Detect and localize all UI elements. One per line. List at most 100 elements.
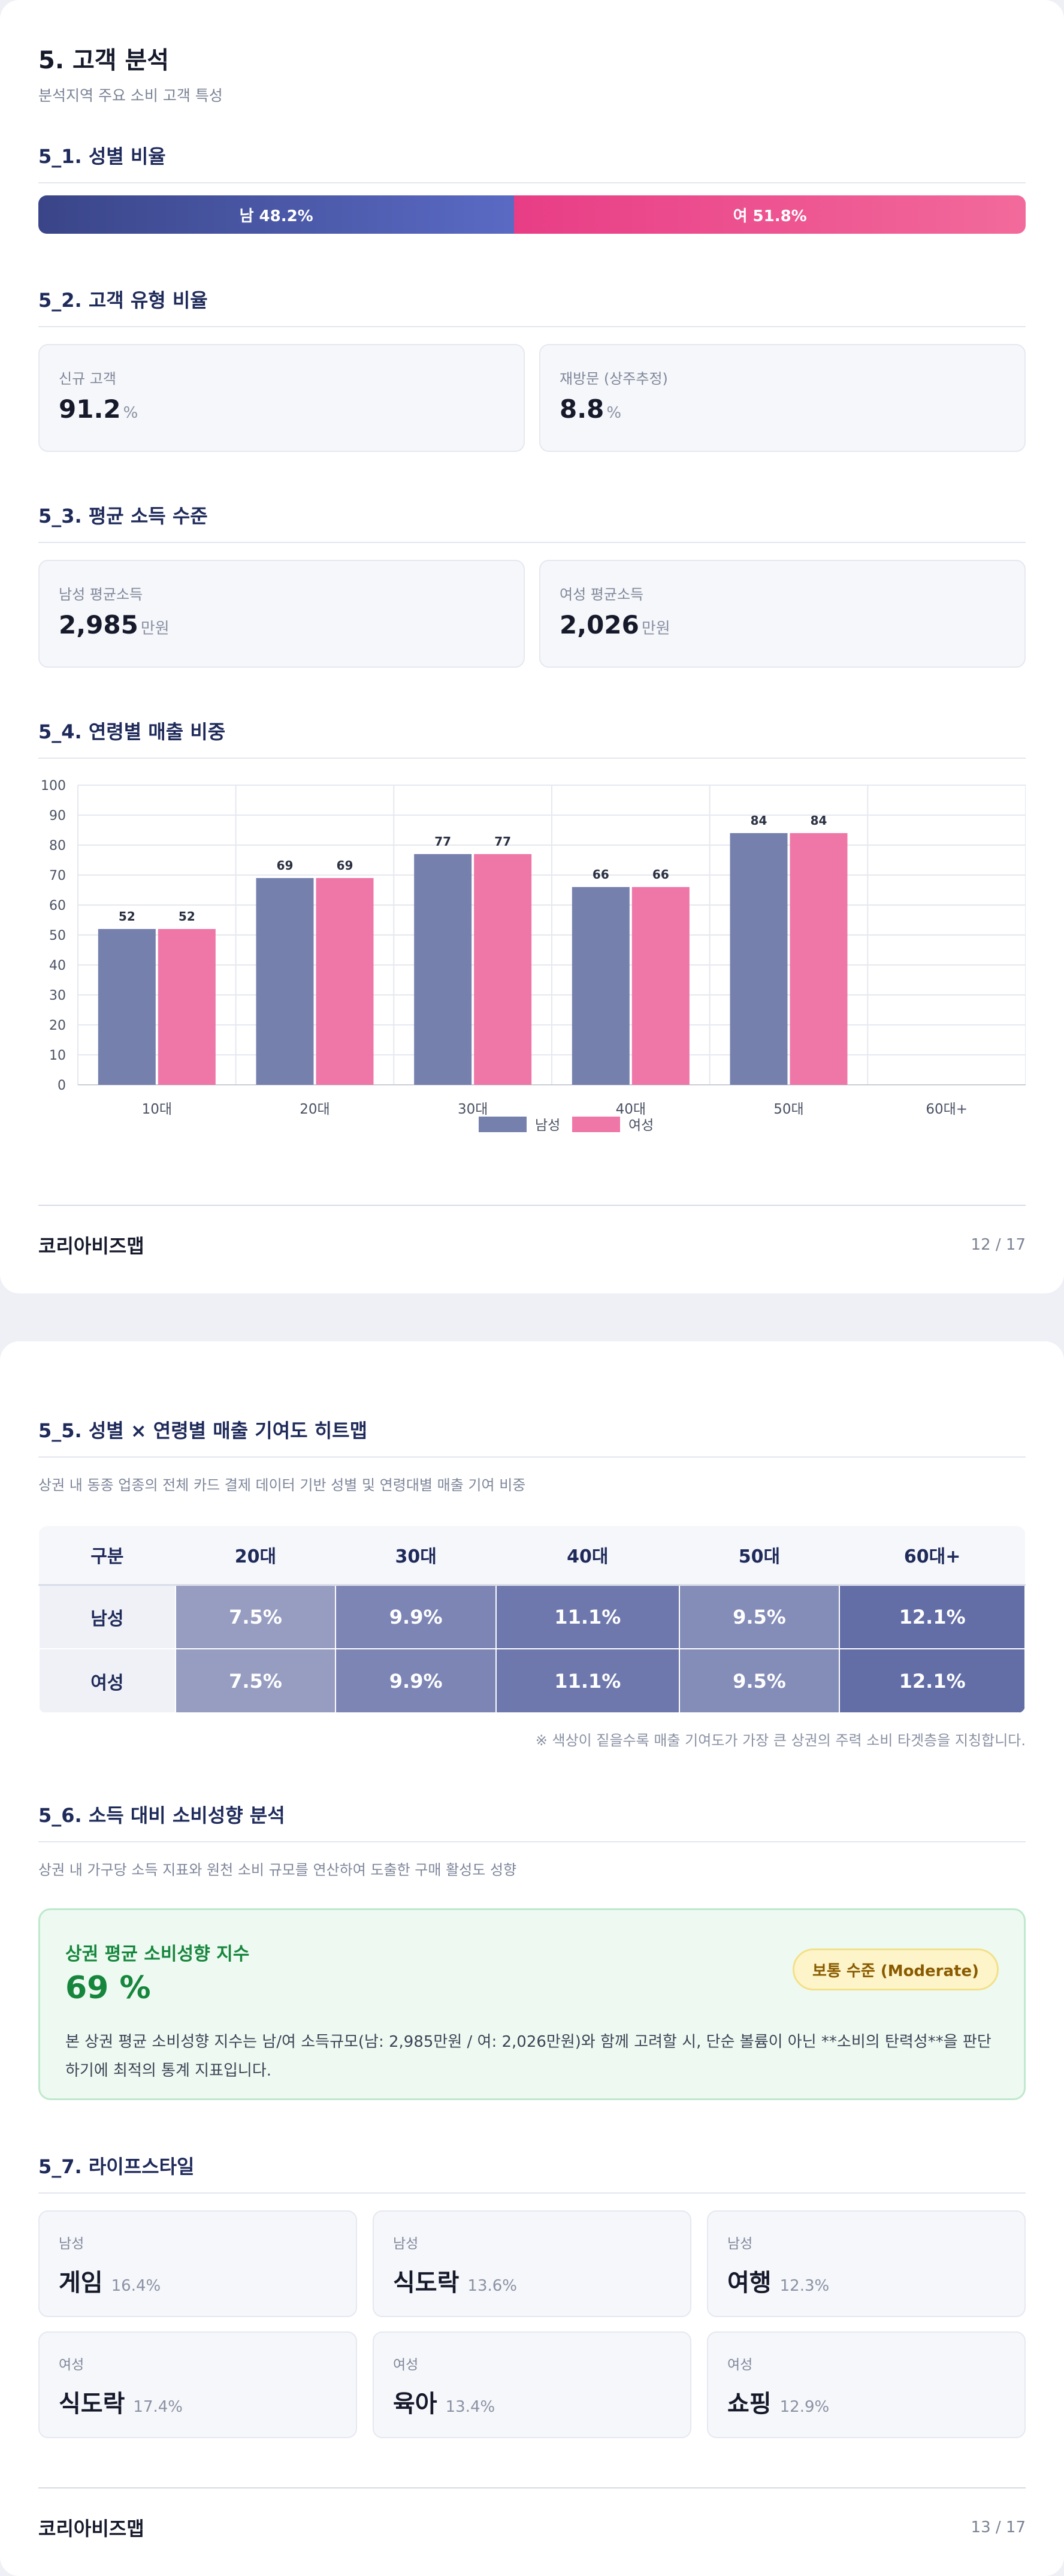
- lifestyle-gender: 남성: [59, 2236, 84, 2252]
- bar-male: [572, 887, 630, 1085]
- lifestyle-gender: 남성: [393, 2236, 419, 2252]
- lifestyle-gender: 여성: [727, 2357, 753, 2373]
- lifestyle-gender: 여성: [59, 2357, 84, 2373]
- section-heading-customer-type: 5_2. 고객 유형 비율: [38, 285, 1026, 327]
- section-heading-age-sales: 5_4. 연령별 매출 비중: [38, 717, 1026, 759]
- lifestyle-percent: 12.9%: [779, 2398, 830, 2416]
- y-tick-label: 80: [49, 838, 66, 853]
- x-tick-label: 10대: [142, 1102, 172, 1117]
- lifestyle-gender: 남성: [727, 2236, 753, 2252]
- female-ratio-segment: 여 51.8%: [514, 195, 1026, 234]
- stat-value: 2,026: [560, 610, 639, 640]
- heatmap-cell: 9.5%: [678, 1584, 841, 1649]
- heatmap-cell: 12.1%: [839, 1584, 1026, 1649]
- footer-page-number: 13 / 17: [971, 2518, 1026, 2536]
- y-tick-label: 20: [49, 1018, 66, 1033]
- y-tick-label: 60: [49, 898, 66, 913]
- page-footer: 코리아비즈맵 12 / 17: [38, 1205, 1026, 1259]
- lifestyle-percent: 13.4%: [445, 2398, 495, 2416]
- stat-unit: %: [606, 404, 622, 422]
- age-sales-bar-chart: 0 10 20 30 40 50 60 70 80 90 100 10대 52 52 20대 69 69 30대 7…: [41, 779, 1026, 1133]
- lifestyle-percent: 13.6%: [467, 2277, 518, 2295]
- heatmap-col-header: 30대: [335, 1526, 496, 1586]
- propensity-index-value: 69 %: [65, 1970, 151, 2006]
- lifestyle-gender: 여성: [393, 2357, 419, 2373]
- footer-brand: 코리아비즈맵: [38, 2517, 144, 2540]
- stat-label: 재방문 (상주추정): [560, 370, 668, 387]
- page-subtitle: 분석지역 주요 소비 고객 특성: [38, 87, 223, 104]
- y-tick-label: 100: [41, 779, 66, 794]
- lifestyle-card: 여성 쇼핑 12.9%: [707, 2331, 1026, 2438]
- y-tick-label: 10: [49, 1048, 66, 1063]
- legend-swatch: [572, 1117, 620, 1132]
- heatmap-col-header: 40대: [495, 1526, 679, 1586]
- propensity-index-description: 본 상권 평균 소비성향 지수는 남/여 소득규모(남: 2,985만원 / 여…: [65, 2033, 992, 2080]
- heatmap-cell: 11.1%: [495, 1648, 680, 1714]
- heatmap-cell: 11.1%: [495, 1584, 680, 1649]
- bar-male: [730, 833, 788, 1085]
- stat-card-new-customer: 신규 고객 91.2%: [38, 344, 525, 452]
- legend-label: 여성: [628, 1118, 654, 1133]
- heatmap-row-male: 남성 7.5% 9.9% 11.1% 9.5% 12.1%: [38, 1584, 1026, 1649]
- heatmap-row-header: 남성: [38, 1584, 176, 1649]
- x-tick-label: 40대: [616, 1102, 646, 1117]
- y-tick-label: 0: [58, 1078, 66, 1093]
- heatmap-cell: 7.5%: [174, 1584, 337, 1649]
- footer-page-number: 12 / 17: [971, 1236, 1026, 1254]
- lifestyle-percent: 17.4%: [133, 2398, 183, 2416]
- stat-label: 신규 고객: [59, 370, 116, 387]
- stat-unit: 만원: [140, 620, 170, 638]
- stat-card-male-income: 남성 평균소득 2,985 만원: [38, 560, 525, 668]
- heatmap-cell: 9.5%: [678, 1648, 841, 1714]
- bar-female: [631, 887, 690, 1085]
- data-label: 66: [652, 867, 669, 882]
- male-ratio-segment: 남 48.2%: [38, 195, 515, 234]
- gender-age-heatmap: 구분 20대 30대 40대 50대 60대+ 남성 7.5% 9.9% 11.…: [38, 1526, 1026, 1714]
- stat-label: 남성 평균소득: [59, 586, 143, 603]
- section-description-propensity: 상권 내 가구당 소득 지표와 원천 소비 규모를 연산하여 도출한 구매 활성…: [38, 1862, 517, 1878]
- lifestyle-percent: 12.3%: [779, 2277, 830, 2295]
- heatmap-col-header: 20대: [175, 1526, 336, 1586]
- heatmap-col-header: 구분: [39, 1526, 176, 1586]
- lifestyle-card: 여성 식도락 17.4%: [38, 2331, 357, 2438]
- heatmap-cell: 7.5%: [174, 1648, 337, 1714]
- lifestyle-category: 게임: [59, 2269, 103, 2297]
- stat-value: 2,985: [59, 610, 138, 640]
- section-description-heatmap: 상권 내 동종 업종의 전체 카드 결제 데이터 기반 성별 및 연령대별 매출…: [38, 1477, 526, 1494]
- data-label: 77: [494, 834, 511, 849]
- footer-brand: 코리아비즈맵: [38, 1235, 144, 1257]
- lifestyle-card: 남성 식도락 13.6%: [373, 2210, 691, 2317]
- data-label: 77: [434, 834, 451, 849]
- y-tick-label: 30: [49, 988, 66, 1003]
- x-tick-label: 30대: [458, 1102, 488, 1117]
- section-heading-lifestyle: 5_7. 라이프스타일: [38, 2152, 1026, 2194]
- lifestyle-card: 남성 여행 12.3%: [707, 2210, 1026, 2317]
- data-label: 69: [337, 858, 353, 873]
- section-heading-gender: 5_1. 성별 비율: [38, 141, 1026, 183]
- lifestyle-category: 식도락: [59, 2390, 125, 2418]
- y-tick-label: 90: [49, 809, 66, 824]
- report-page-12: 5. 고객 분석 분석지역 주요 소비 고객 특성 5_1. 성별 비율 남 4…: [0, 0, 1064, 1293]
- bar-female: [316, 878, 374, 1085]
- data-label: 84: [811, 813, 827, 828]
- legend-swatch: [479, 1117, 527, 1132]
- y-tick-label: 50: [49, 928, 66, 943]
- data-label: 69: [277, 858, 294, 873]
- heatmap-row-female: 여성 7.5% 9.9% 11.1% 9.5% 12.1%: [38, 1648, 1026, 1714]
- bar-male: [256, 878, 314, 1085]
- stat-value: 91.2: [59, 394, 121, 424]
- heatmap-col-header: 60대+: [839, 1526, 1025, 1586]
- bar-female: [790, 833, 848, 1085]
- y-tick-label: 70: [49, 868, 66, 883]
- heatmap-col-header: 50대: [679, 1526, 840, 1586]
- lifestyle-percent: 16.4%: [111, 2277, 161, 2295]
- stat-label: 여성 평균소득: [560, 586, 644, 603]
- heatmap-note: ※ 색상이 짙을수록 매출 기여도가 가장 큰 상권의 주력 소비 타겟층을 지…: [535, 1732, 1026, 1749]
- y-tick-label: 40: [49, 958, 66, 973]
- section-heading-income: 5_3. 평균 소득 수준: [38, 501, 1026, 543]
- page-title: 5. 고객 분석: [38, 47, 170, 74]
- bar-male: [98, 929, 156, 1085]
- heatmap-cell: 9.9%: [335, 1648, 497, 1714]
- bar-female: [474, 854, 532, 1085]
- x-tick-label: 60대+: [926, 1102, 968, 1117]
